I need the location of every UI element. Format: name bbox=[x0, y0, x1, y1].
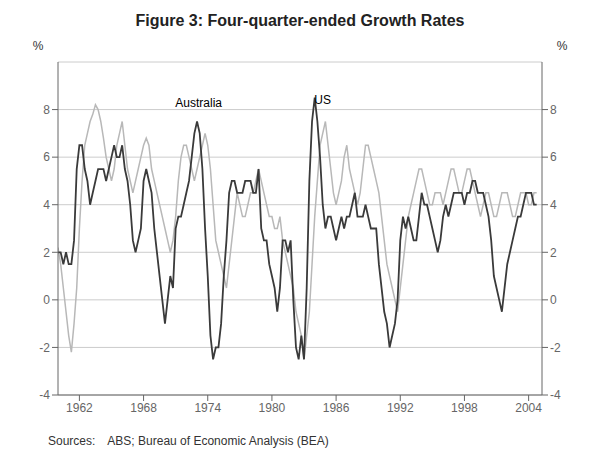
svg-text:1968: 1968 bbox=[130, 401, 157, 415]
svg-text:2: 2 bbox=[550, 246, 557, 260]
svg-text:Australia: Australia bbox=[175, 96, 222, 110]
svg-text:1962: 1962 bbox=[66, 401, 93, 415]
svg-text:2: 2 bbox=[43, 246, 50, 260]
svg-text:1974: 1974 bbox=[194, 401, 221, 415]
svg-text:2004: 2004 bbox=[515, 401, 542, 415]
html-text:Figure 3: Four-quarter-ended G: Figure 3: Four-quarter-ended Growth Rate… bbox=[135, 12, 465, 29]
svg-text:-2: -2 bbox=[39, 341, 50, 355]
svg-text:4: 4 bbox=[550, 198, 557, 212]
svg-text:0: 0 bbox=[43, 293, 50, 307]
svg-text:1998: 1998 bbox=[451, 401, 478, 415]
svg-text:6: 6 bbox=[43, 150, 50, 164]
svg-text:%: % bbox=[33, 39, 44, 53]
svg-text:6: 6 bbox=[550, 150, 557, 164]
svg-text:US: US bbox=[314, 93, 331, 107]
svg-text:4: 4 bbox=[43, 198, 50, 212]
svg-text:1980: 1980 bbox=[259, 401, 286, 415]
svg-text:1992: 1992 bbox=[387, 401, 414, 415]
svg-text:-4: -4 bbox=[550, 388, 561, 402]
svg-text:1986: 1986 bbox=[323, 401, 350, 415]
svg-text:-4: -4 bbox=[39, 388, 50, 402]
svg-text:8: 8 bbox=[550, 103, 557, 117]
svg-text:0: 0 bbox=[550, 293, 557, 307]
svg-text:8: 8 bbox=[43, 103, 50, 117]
html-text:Sources: ABS; Bureau of Econom: Sources: ABS; Bureau of Economic Analysi… bbox=[48, 434, 329, 448]
svg-text:-2: -2 bbox=[550, 341, 561, 355]
svg-text:%: % bbox=[557, 39, 568, 53]
